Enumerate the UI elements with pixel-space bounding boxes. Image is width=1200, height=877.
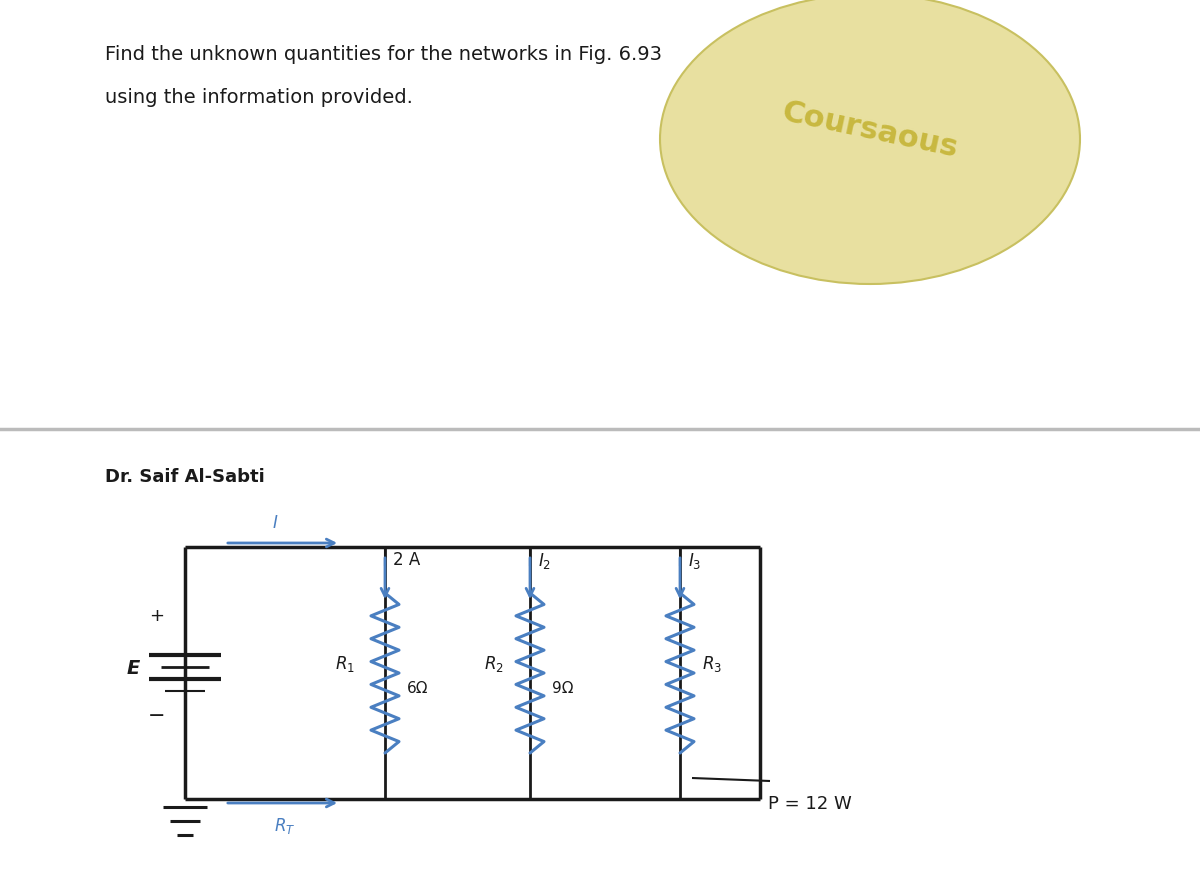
Text: $I_3$: $I_3$ bbox=[688, 551, 701, 570]
Text: Find the unknown quantities for the networks in Fig. 6.93: Find the unknown quantities for the netw… bbox=[106, 45, 662, 64]
Text: Coursaous: Coursaous bbox=[779, 97, 961, 162]
Text: −: − bbox=[149, 705, 166, 725]
Ellipse shape bbox=[660, 0, 1080, 285]
Text: $R_3$: $R_3$ bbox=[702, 653, 722, 674]
Text: $R_2$: $R_2$ bbox=[484, 653, 504, 674]
Text: $I_2$: $I_2$ bbox=[538, 551, 551, 570]
Text: Dr. Saif Al-Sabti: Dr. Saif Al-Sabti bbox=[106, 467, 265, 486]
Text: +: + bbox=[150, 606, 164, 624]
Text: $R_1$: $R_1$ bbox=[335, 653, 355, 674]
Text: using the information provided.: using the information provided. bbox=[106, 88, 413, 107]
Text: I: I bbox=[272, 513, 277, 531]
Text: E: E bbox=[126, 659, 139, 678]
Text: P = 12 W: P = 12 W bbox=[768, 794, 852, 812]
Text: 6Ω: 6Ω bbox=[407, 681, 428, 695]
Text: 2 A: 2 A bbox=[394, 551, 420, 568]
Text: $R_T$: $R_T$ bbox=[275, 815, 295, 835]
Text: 9Ω: 9Ω bbox=[552, 681, 574, 695]
